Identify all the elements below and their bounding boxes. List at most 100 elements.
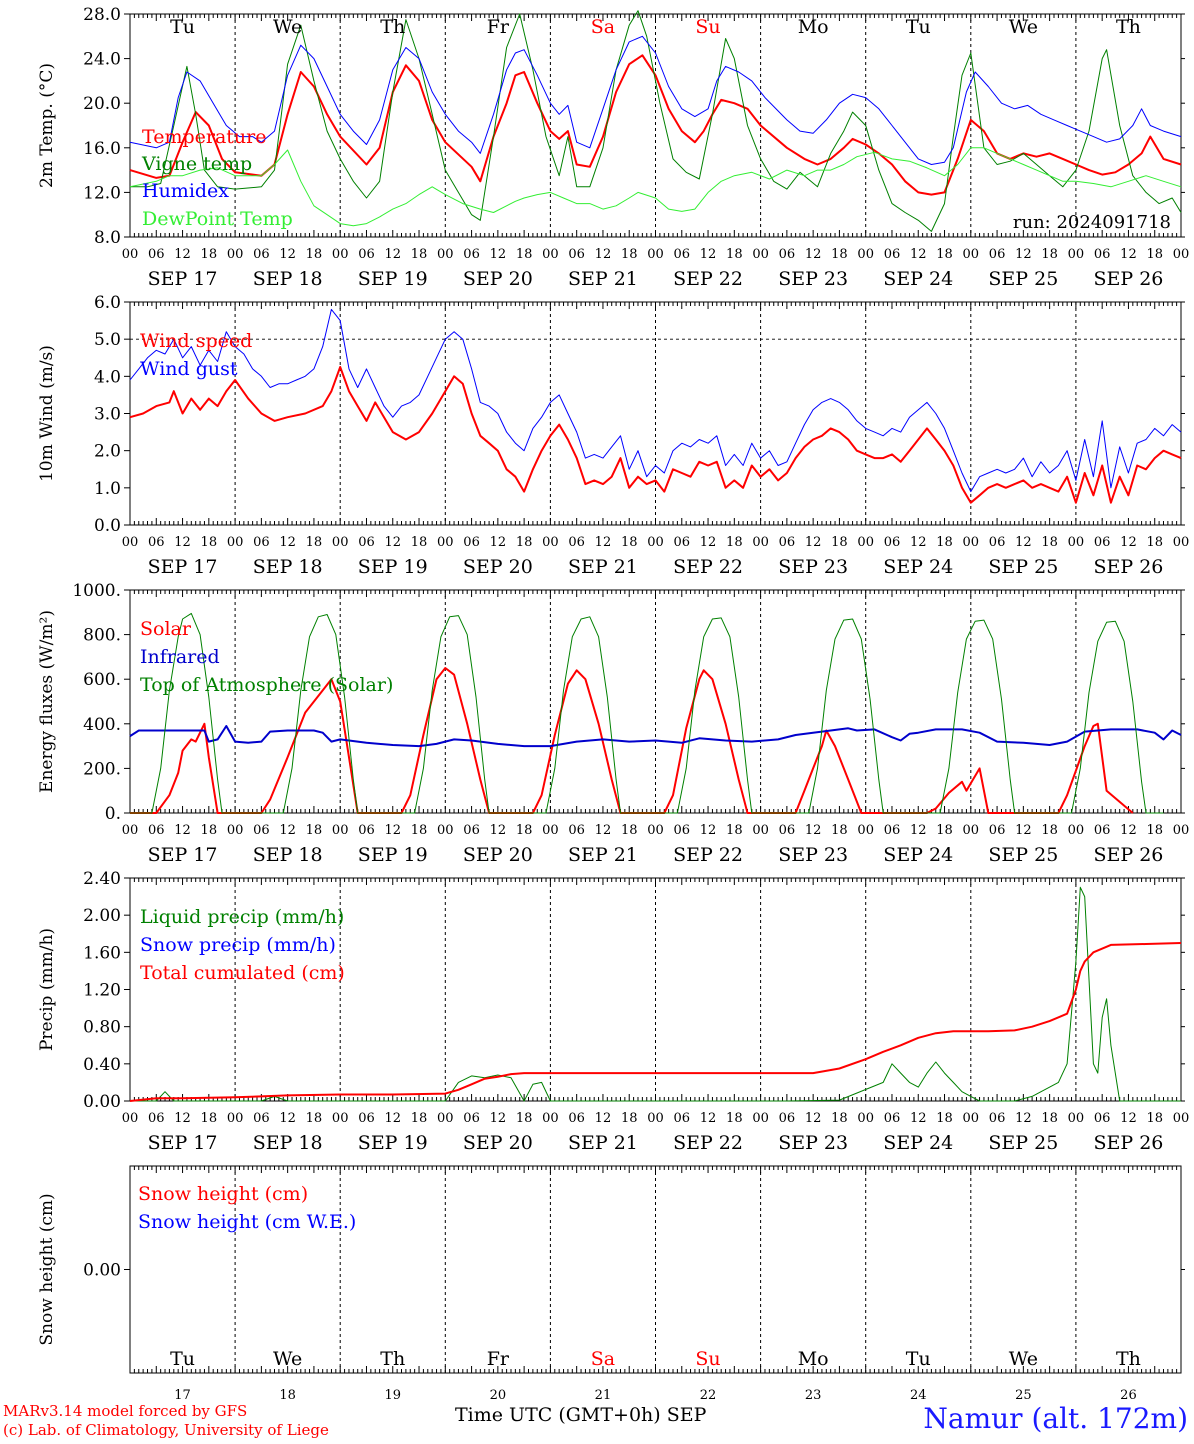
hour-tick-label: 00 bbox=[857, 823, 874, 838]
plot-frame bbox=[129, 13, 1182, 238]
hour-tick-label: 00 bbox=[227, 247, 244, 262]
date-label: SEP 25 bbox=[988, 844, 1058, 866]
y-tick-label: 0.00 bbox=[83, 1261, 121, 1281]
hour-tick-label: 00 bbox=[963, 247, 980, 262]
y-tick-label: 0.80 bbox=[83, 1018, 121, 1038]
date-label: SEP 24 bbox=[883, 556, 953, 578]
date-label: SEP 18 bbox=[253, 1132, 323, 1154]
date-label: SEP 21 bbox=[568, 1132, 638, 1154]
hour-tick-label: 12 bbox=[1015, 535, 1032, 550]
y-tick-label: 200. bbox=[83, 759, 121, 779]
hour-tick-label: 00 bbox=[227, 823, 244, 838]
date-label: SEP 26 bbox=[1094, 268, 1164, 290]
x-axis-title: Time UTC (GMT+0h) SEP bbox=[455, 1404, 706, 1426]
hour-tick-label: 12 bbox=[1015, 1111, 1032, 1126]
date-label: SEP 18 bbox=[253, 844, 323, 866]
hour-tick-label: 00 bbox=[122, 1111, 139, 1126]
y-tick-label: 1.0 bbox=[94, 479, 121, 499]
day-number-label: 20 bbox=[490, 1388, 507, 1403]
weekday-label: Tu bbox=[906, 16, 931, 38]
day-number-label: 19 bbox=[384, 1388, 401, 1403]
model-credit: MARv3.14 model forced by GFS bbox=[3, 1402, 248, 1420]
legend-entry: Liquid precip (mm/h) bbox=[140, 906, 344, 928]
hour-tick-label: 06 bbox=[989, 247, 1006, 262]
date-label: SEP 26 bbox=[1094, 556, 1164, 578]
weekday-label: Su bbox=[695, 1348, 720, 1370]
hour-tick-label: 18 bbox=[726, 247, 743, 262]
date-label: SEP 26 bbox=[1094, 844, 1164, 866]
date-label: SEP 25 bbox=[988, 268, 1058, 290]
station-name: Namur (alt. 172m) bbox=[923, 1402, 1188, 1435]
hour-tick-label: 12 bbox=[595, 1111, 612, 1126]
hour-tick-label: 18 bbox=[936, 535, 953, 550]
hour-tick-label: 00 bbox=[1173, 823, 1190, 838]
hour-tick-label: 18 bbox=[621, 1111, 638, 1126]
date-label: SEP 23 bbox=[778, 268, 848, 290]
plot-frame bbox=[129, 589, 1182, 814]
hour-tick-label: 12 bbox=[910, 1111, 927, 1126]
hour-tick-label: 00 bbox=[1173, 247, 1190, 262]
hour-tick-label: 18 bbox=[201, 247, 218, 262]
hour-tick-label: 18 bbox=[1146, 535, 1163, 550]
date-label: SEP 23 bbox=[778, 1132, 848, 1154]
series-line-wind-speed bbox=[129, 366, 1182, 504]
hour-tick-label: 12 bbox=[279, 247, 296, 262]
legend-entry: Snow precip (mm/h) bbox=[140, 934, 336, 956]
hour-tick-label: 00 bbox=[963, 823, 980, 838]
y-tick-label: 3.0 bbox=[94, 405, 121, 425]
hour-tick-label: 00 bbox=[332, 823, 349, 838]
hour-tick-label: 12 bbox=[279, 823, 296, 838]
hour-tick-label: 06 bbox=[1094, 823, 1111, 838]
weekday-label: We bbox=[1009, 16, 1038, 38]
hour-tick-label: 18 bbox=[411, 1111, 428, 1126]
hour-tick-label: 18 bbox=[726, 823, 743, 838]
y-tick-label: 800. bbox=[83, 626, 121, 646]
panel-temperature: 8.0 12.0 16.0 20.0 24.0 28.0 2m Temp. (°C) Temp… bbox=[37, 5, 1189, 290]
y-tick-label: 24.0 bbox=[83, 50, 121, 70]
date-label: SEP 20 bbox=[463, 556, 533, 578]
hour-tick-label: 12 bbox=[384, 1111, 401, 1126]
legend-entry: Temperature bbox=[142, 126, 266, 148]
hour-tick-label: 06 bbox=[568, 247, 585, 262]
weekday-label: Th bbox=[1116, 1348, 1141, 1370]
hour-tick-label: 06 bbox=[1094, 247, 1111, 262]
hour-tick-label: 00 bbox=[752, 1111, 769, 1126]
hour-tick-label: 12 bbox=[490, 247, 507, 262]
hour-tick-label: 12 bbox=[805, 247, 822, 262]
day-number-label: 26 bbox=[1120, 1388, 1137, 1403]
hour-tick-label: 06 bbox=[253, 535, 270, 550]
hour-tick-label: 12 bbox=[700, 535, 717, 550]
hour-tick-label: 12 bbox=[805, 535, 822, 550]
y-tick-label: 0.0 bbox=[94, 516, 121, 536]
y-tick-label: 1.20 bbox=[83, 981, 121, 1001]
y-tick-label: 6.0 bbox=[94, 293, 121, 313]
hour-tick-label: 12 bbox=[1120, 1111, 1137, 1126]
weekday-label: Tu bbox=[170, 16, 195, 38]
hour-tick-label: 06 bbox=[148, 1111, 165, 1126]
hour-tick-label: 06 bbox=[568, 535, 585, 550]
panel-precip: 0.00 0.40 0.80 1.20 1.60 2.00 2.40 Precip (mm/h… bbox=[37, 869, 1189, 1154]
hour-tick-label: 06 bbox=[358, 535, 375, 550]
hour-tick-label: 18 bbox=[1146, 1111, 1163, 1126]
hour-tick-label: 00 bbox=[647, 823, 664, 838]
date-label: SEP 22 bbox=[673, 1132, 743, 1154]
hour-tick-label: 00 bbox=[857, 535, 874, 550]
hour-tick-label: 00 bbox=[752, 247, 769, 262]
hour-tick-label: 12 bbox=[279, 535, 296, 550]
series-line-dewpoint-temp bbox=[129, 147, 1182, 227]
weekday-label: Mo bbox=[798, 16, 829, 38]
weekday-label: Fr bbox=[487, 1348, 510, 1370]
hour-tick-label: 18 bbox=[621, 247, 638, 262]
date-label: SEP 21 bbox=[568, 844, 638, 866]
y-tick-label: 2.0 bbox=[94, 442, 121, 462]
hour-tick-label: 00 bbox=[963, 1111, 980, 1126]
hour-tick-label: 18 bbox=[1041, 823, 1058, 838]
y-tick-label: 1000. bbox=[72, 581, 121, 601]
hour-tick-label: 18 bbox=[726, 535, 743, 550]
hour-tick-label: 18 bbox=[1041, 1111, 1058, 1126]
hour-tick-label: 18 bbox=[411, 247, 428, 262]
hour-tick-label: 06 bbox=[674, 823, 691, 838]
date-label: SEP 26 bbox=[1094, 1132, 1164, 1154]
day-number-label: 22 bbox=[700, 1388, 717, 1403]
hour-tick-label: 00 bbox=[1068, 247, 1085, 262]
